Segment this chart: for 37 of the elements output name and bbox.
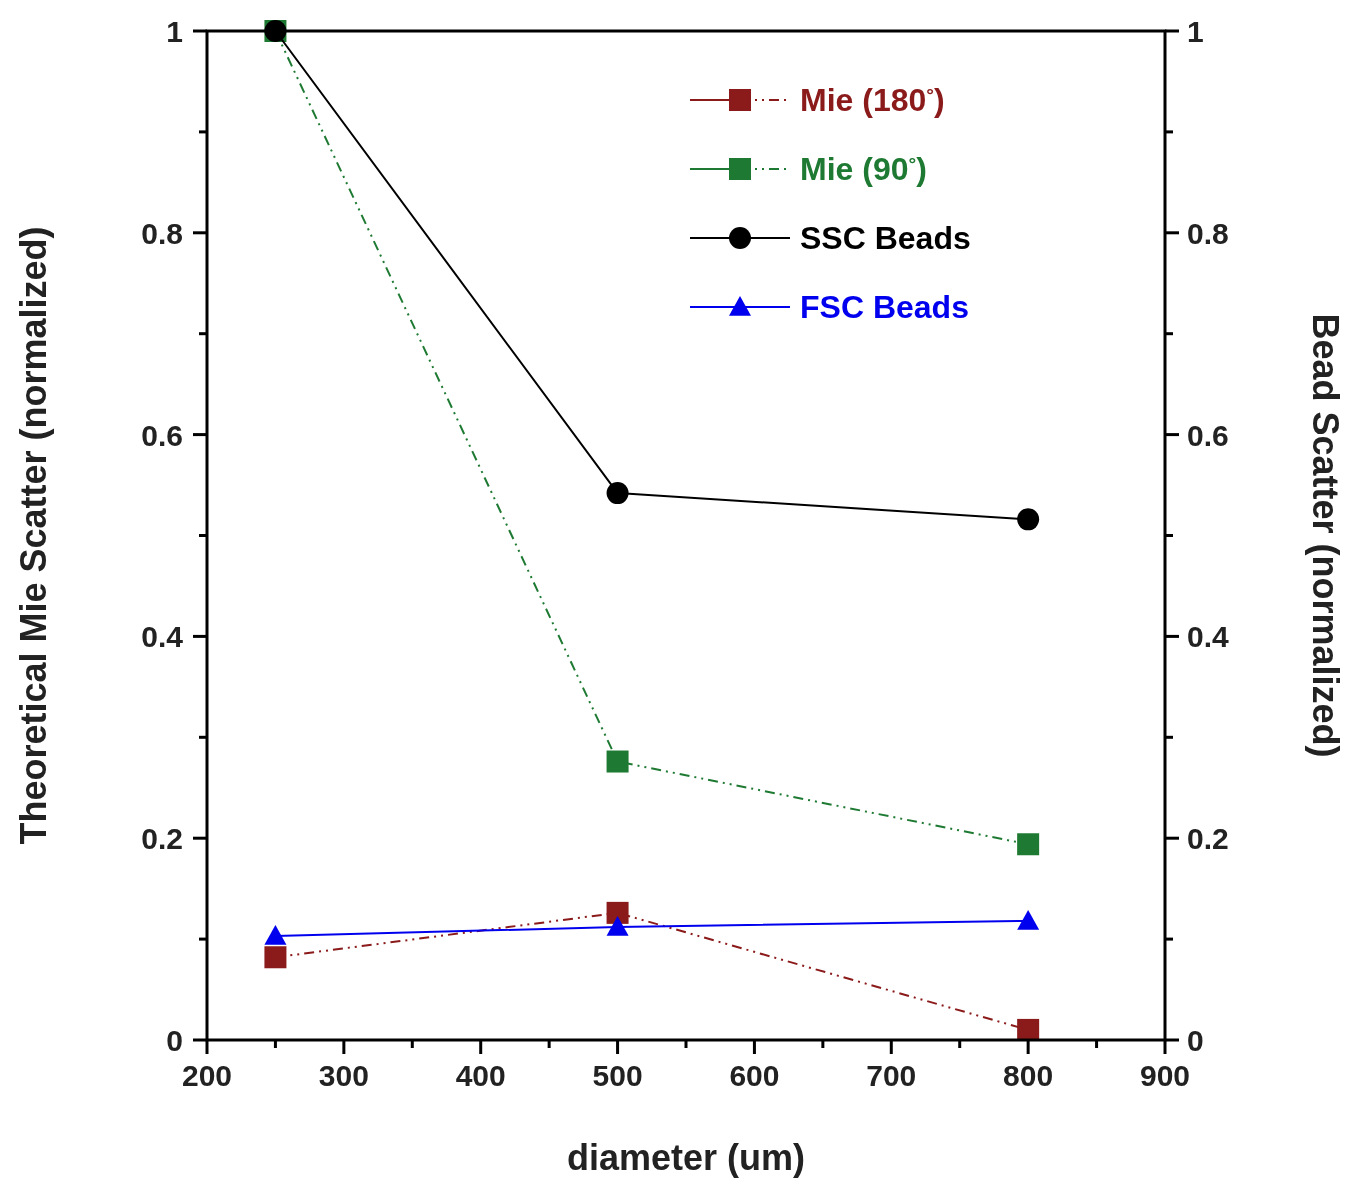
y2-tick-label: 0 xyxy=(1187,1024,1204,1057)
x-tick-label: 700 xyxy=(866,1059,917,1092)
y-tick-label: 0.2 xyxy=(141,822,183,856)
x-tick-label: 600 xyxy=(729,1059,780,1092)
y-tick-label: 0.4 xyxy=(141,620,184,654)
y2-tick-label: 0.4 xyxy=(1187,620,1230,654)
point xyxy=(606,901,629,924)
x-tick-label: 900 xyxy=(1139,1059,1191,1092)
legend-label: FSC Beads xyxy=(800,289,969,325)
legend-label: Mie (180$^{°}$) xyxy=(800,82,945,118)
legend-label: Mie (90$^{°}$) xyxy=(800,151,927,187)
y-tick-label: 0.6 xyxy=(141,418,183,452)
point xyxy=(1017,1018,1040,1041)
y-tick-label: 1 xyxy=(166,15,183,48)
point xyxy=(1017,833,1040,856)
x-tick-label: 400 xyxy=(455,1059,506,1092)
y-tick-label: 0.8 xyxy=(141,216,183,250)
point xyxy=(264,925,287,945)
x-axis-title: diameter (um) xyxy=(566,1137,806,1178)
y2-tick-label: 0.8 xyxy=(1187,216,1229,250)
point xyxy=(606,750,629,773)
y2-tick-label: 0.2 xyxy=(1187,822,1229,856)
point xyxy=(264,946,287,969)
point xyxy=(606,482,629,505)
x-tick-label: 500 xyxy=(592,1059,643,1092)
y-tick-label: 0 xyxy=(166,1024,183,1057)
x-tick-label: 800 xyxy=(1003,1059,1054,1092)
legend-label: SSC Beads xyxy=(800,220,971,256)
y2-tick-label: 1 xyxy=(1187,15,1204,48)
y2-tick-label: 0.6 xyxy=(1187,418,1229,452)
point xyxy=(1017,909,1040,930)
y2-axis-title: Bead Scatter (normalized) xyxy=(1305,313,1346,758)
point xyxy=(1017,508,1040,531)
x-tick-label: 300 xyxy=(318,1059,369,1092)
x-tick-label: 200 xyxy=(181,1059,233,1092)
y-axis-title: Theoretical Mie Scatter (normalized) xyxy=(13,226,54,845)
point xyxy=(606,915,629,936)
